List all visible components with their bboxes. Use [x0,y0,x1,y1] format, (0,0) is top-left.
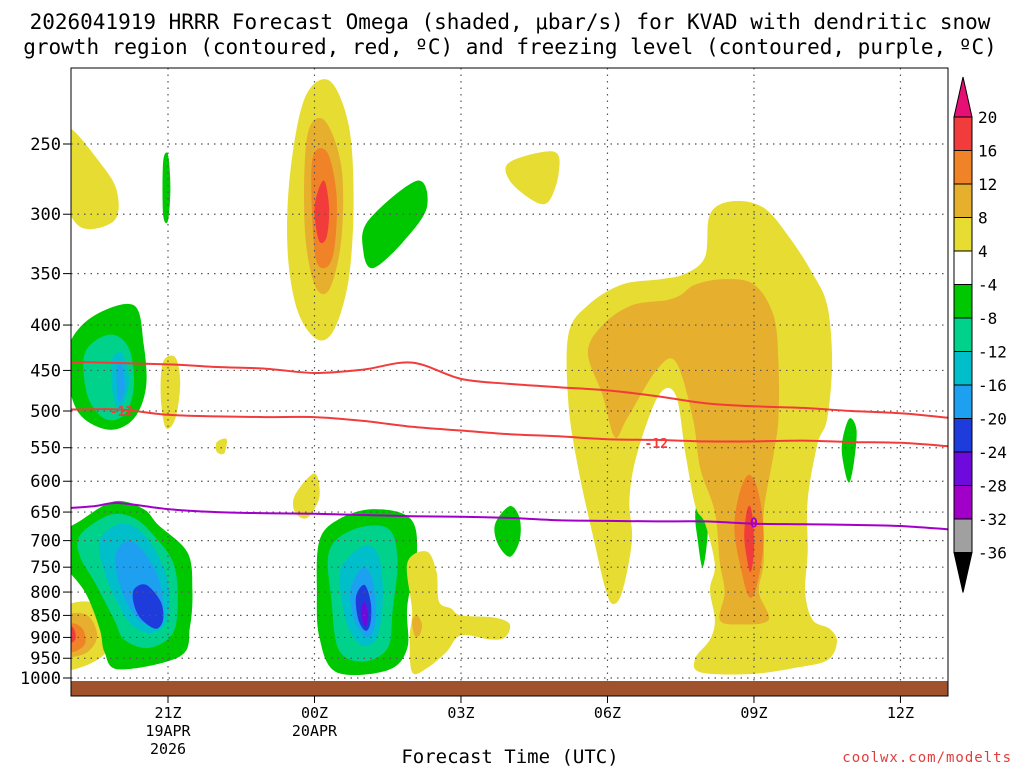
colorbar-bottom-arrow [953,552,973,593]
x-tick-label: 12Z [887,704,914,722]
x-tick-label: 21Z [154,704,181,722]
colorbar-label: 12 [978,175,997,194]
grid [71,68,948,696]
y-tick-label: 750 [30,558,61,578]
colorbar: 20 16 12 8 4 -4 -8 -12 -16 -20 -24 -28 -32 -36 [953,76,1007,593]
colorbar-label: -8 [978,309,997,328]
x-tick-year-label: 2026 [150,740,186,758]
x-tick-label: 06Z [594,704,621,722]
contour-lines [71,360,948,531]
chart-title-line2: growth region (contoured, red, ºC) and f… [23,35,997,59]
x-tick-label: 09Z [740,704,767,722]
colorbar-label: -28 [978,477,1007,496]
omega-region-lower-sink-A-5 [132,584,164,629]
colorbar-swatch [953,250,973,285]
omega-region-upper-right-weak-rise [505,151,560,205]
y-tick-label: 700 [30,532,61,552]
y-tick-label: 800 [30,583,61,603]
y-tick-label: 1000 [20,669,61,689]
colorbar-swatch [953,485,973,520]
y-tick-label: 650 [30,503,61,523]
y-tick-label: 450 [30,361,61,381]
y-tick-label: 900 [30,628,61,648]
y-tick-label: 300 [30,205,61,225]
y-tick-label: 550 [30,439,61,459]
colorbar-label: 4 [978,242,988,261]
colorbar-swatch [953,384,973,419]
plot-frame [70,67,949,697]
colorbar-label: -16 [978,376,1007,395]
freezing-level-line [71,502,948,531]
colorbar-label: -12 [978,343,1007,362]
colorbar-swatch [953,518,973,553]
omega-region-lower-left-rise-4 [71,626,76,643]
colorbar-label: 20 [978,108,997,127]
omega-region-small-rise-c [292,473,320,519]
colorbar-swatch [953,418,973,453]
colorbar-label: 8 [978,209,988,228]
colorbar-swatch [953,116,973,151]
x-tick-label: 03Z [447,704,474,722]
x-axis-label: Forecast Time (UTC) [401,746,618,768]
omega-shading [71,79,857,676]
colorbar-swatch [953,217,973,252]
omega-region-upper-jet-rise-4 [314,180,330,244]
omega-region-lower-mid-rise-1 [406,551,511,675]
omega-region-lower-mid-rise-2 [412,615,422,637]
omega-region-upper-sink-b [362,180,428,269]
x-tick-date-label: 20APR [292,722,338,740]
plot-area [71,68,948,696]
omega-region-small-rise-b [215,438,227,455]
y-tick-label: 350 [30,265,61,285]
chart-title-line1: 2026041919 HRRR Forecast Omega (shaded, … [30,10,991,34]
y-tick-label: 950 [30,649,61,669]
y-tick-label: 600 [30,472,61,492]
colorbar-swatch [953,351,973,386]
y-tick-label: 250 [30,135,61,155]
colorbar-label: -20 [978,410,1007,429]
contour-labels: -12 -12 0 [110,405,758,532]
x-tick-date-label: 19APR [145,722,191,740]
x-tick-label: 00Z [301,704,328,722]
colorbar-top-arrow [953,76,973,118]
colorbar-label: -24 [978,443,1007,462]
y-axis-ticks: 2503003504004505005506006507007508008509… [20,135,71,689]
colorbar-label: -4 [978,276,997,295]
colorbar-swatch [953,317,973,352]
omega-region-right-rise-2 [587,279,779,625]
omega-region-upper-left-weak-rise [71,128,119,230]
contour-label: -12 [645,437,668,452]
omega-region-lower-sink-B-6 [360,602,369,627]
contour-label: 0 [750,517,758,532]
colorbar-label: -36 [978,544,1007,563]
colorbar-swatch [953,150,973,185]
y-tick-label: 500 [30,402,61,422]
y-tick-label: 400 [30,316,61,336]
omega-region-right-sink-b [841,418,857,483]
y-tick-label: 850 [30,606,61,626]
colorbar-label: 16 [978,142,997,161]
colorbar-swatch [953,284,973,319]
ground-surface-bar [71,681,948,696]
credit-text: coolwx.com/modelts [842,750,1012,766]
dgz-lower-boundary-line [71,408,948,448]
colorbar-label: -32 [978,510,1007,529]
contour-label: -12 [110,405,133,420]
omega-region-mid-left-sink-4 [116,363,125,402]
dgz-upper-boundary-line [71,360,948,419]
colorbar-swatch [953,183,973,218]
omega-region-right-rise-4 [744,505,755,573]
colorbar-swatch [953,451,973,486]
